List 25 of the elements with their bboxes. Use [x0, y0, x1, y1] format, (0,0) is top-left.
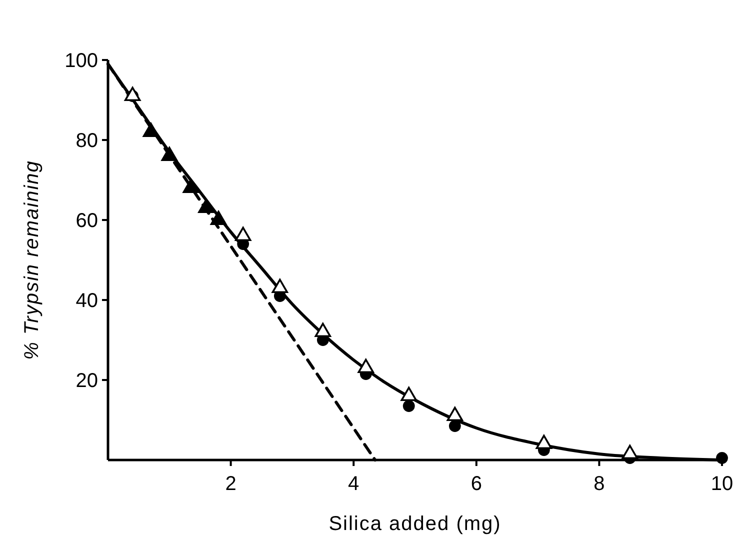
- x-tick-label: 6: [470, 473, 482, 495]
- point: [161, 146, 178, 162]
- y-tick-label: 80: [76, 130, 98, 152]
- y-tick-label: 20: [76, 370, 98, 392]
- point: [358, 358, 374, 374]
- y-axis-title: % Trypsin remaining: [21, 160, 43, 360]
- point: [198, 198, 214, 214]
- x-tick-label: 10: [710, 473, 734, 495]
- x-tick-label: 2: [225, 473, 236, 495]
- y-tick-label: 100: [64, 50, 98, 72]
- x-tick-label: 8: [594, 473, 605, 495]
- point: [402, 400, 415, 412]
- point: [314, 322, 332, 338]
- x-tick-label: 4: [348, 473, 360, 495]
- y-tick-label: 40: [76, 290, 98, 312]
- point: [142, 122, 160, 138]
- point: [400, 386, 417, 402]
- point: [234, 226, 252, 242]
- point: [448, 420, 461, 432]
- point: [272, 278, 288, 294]
- x-axis-title: Silica added (mg): [328, 513, 502, 535]
- point: [182, 178, 199, 194]
- point: [210, 210, 227, 226]
- point: [124, 86, 141, 102]
- y-tick-label: 60: [76, 210, 98, 232]
